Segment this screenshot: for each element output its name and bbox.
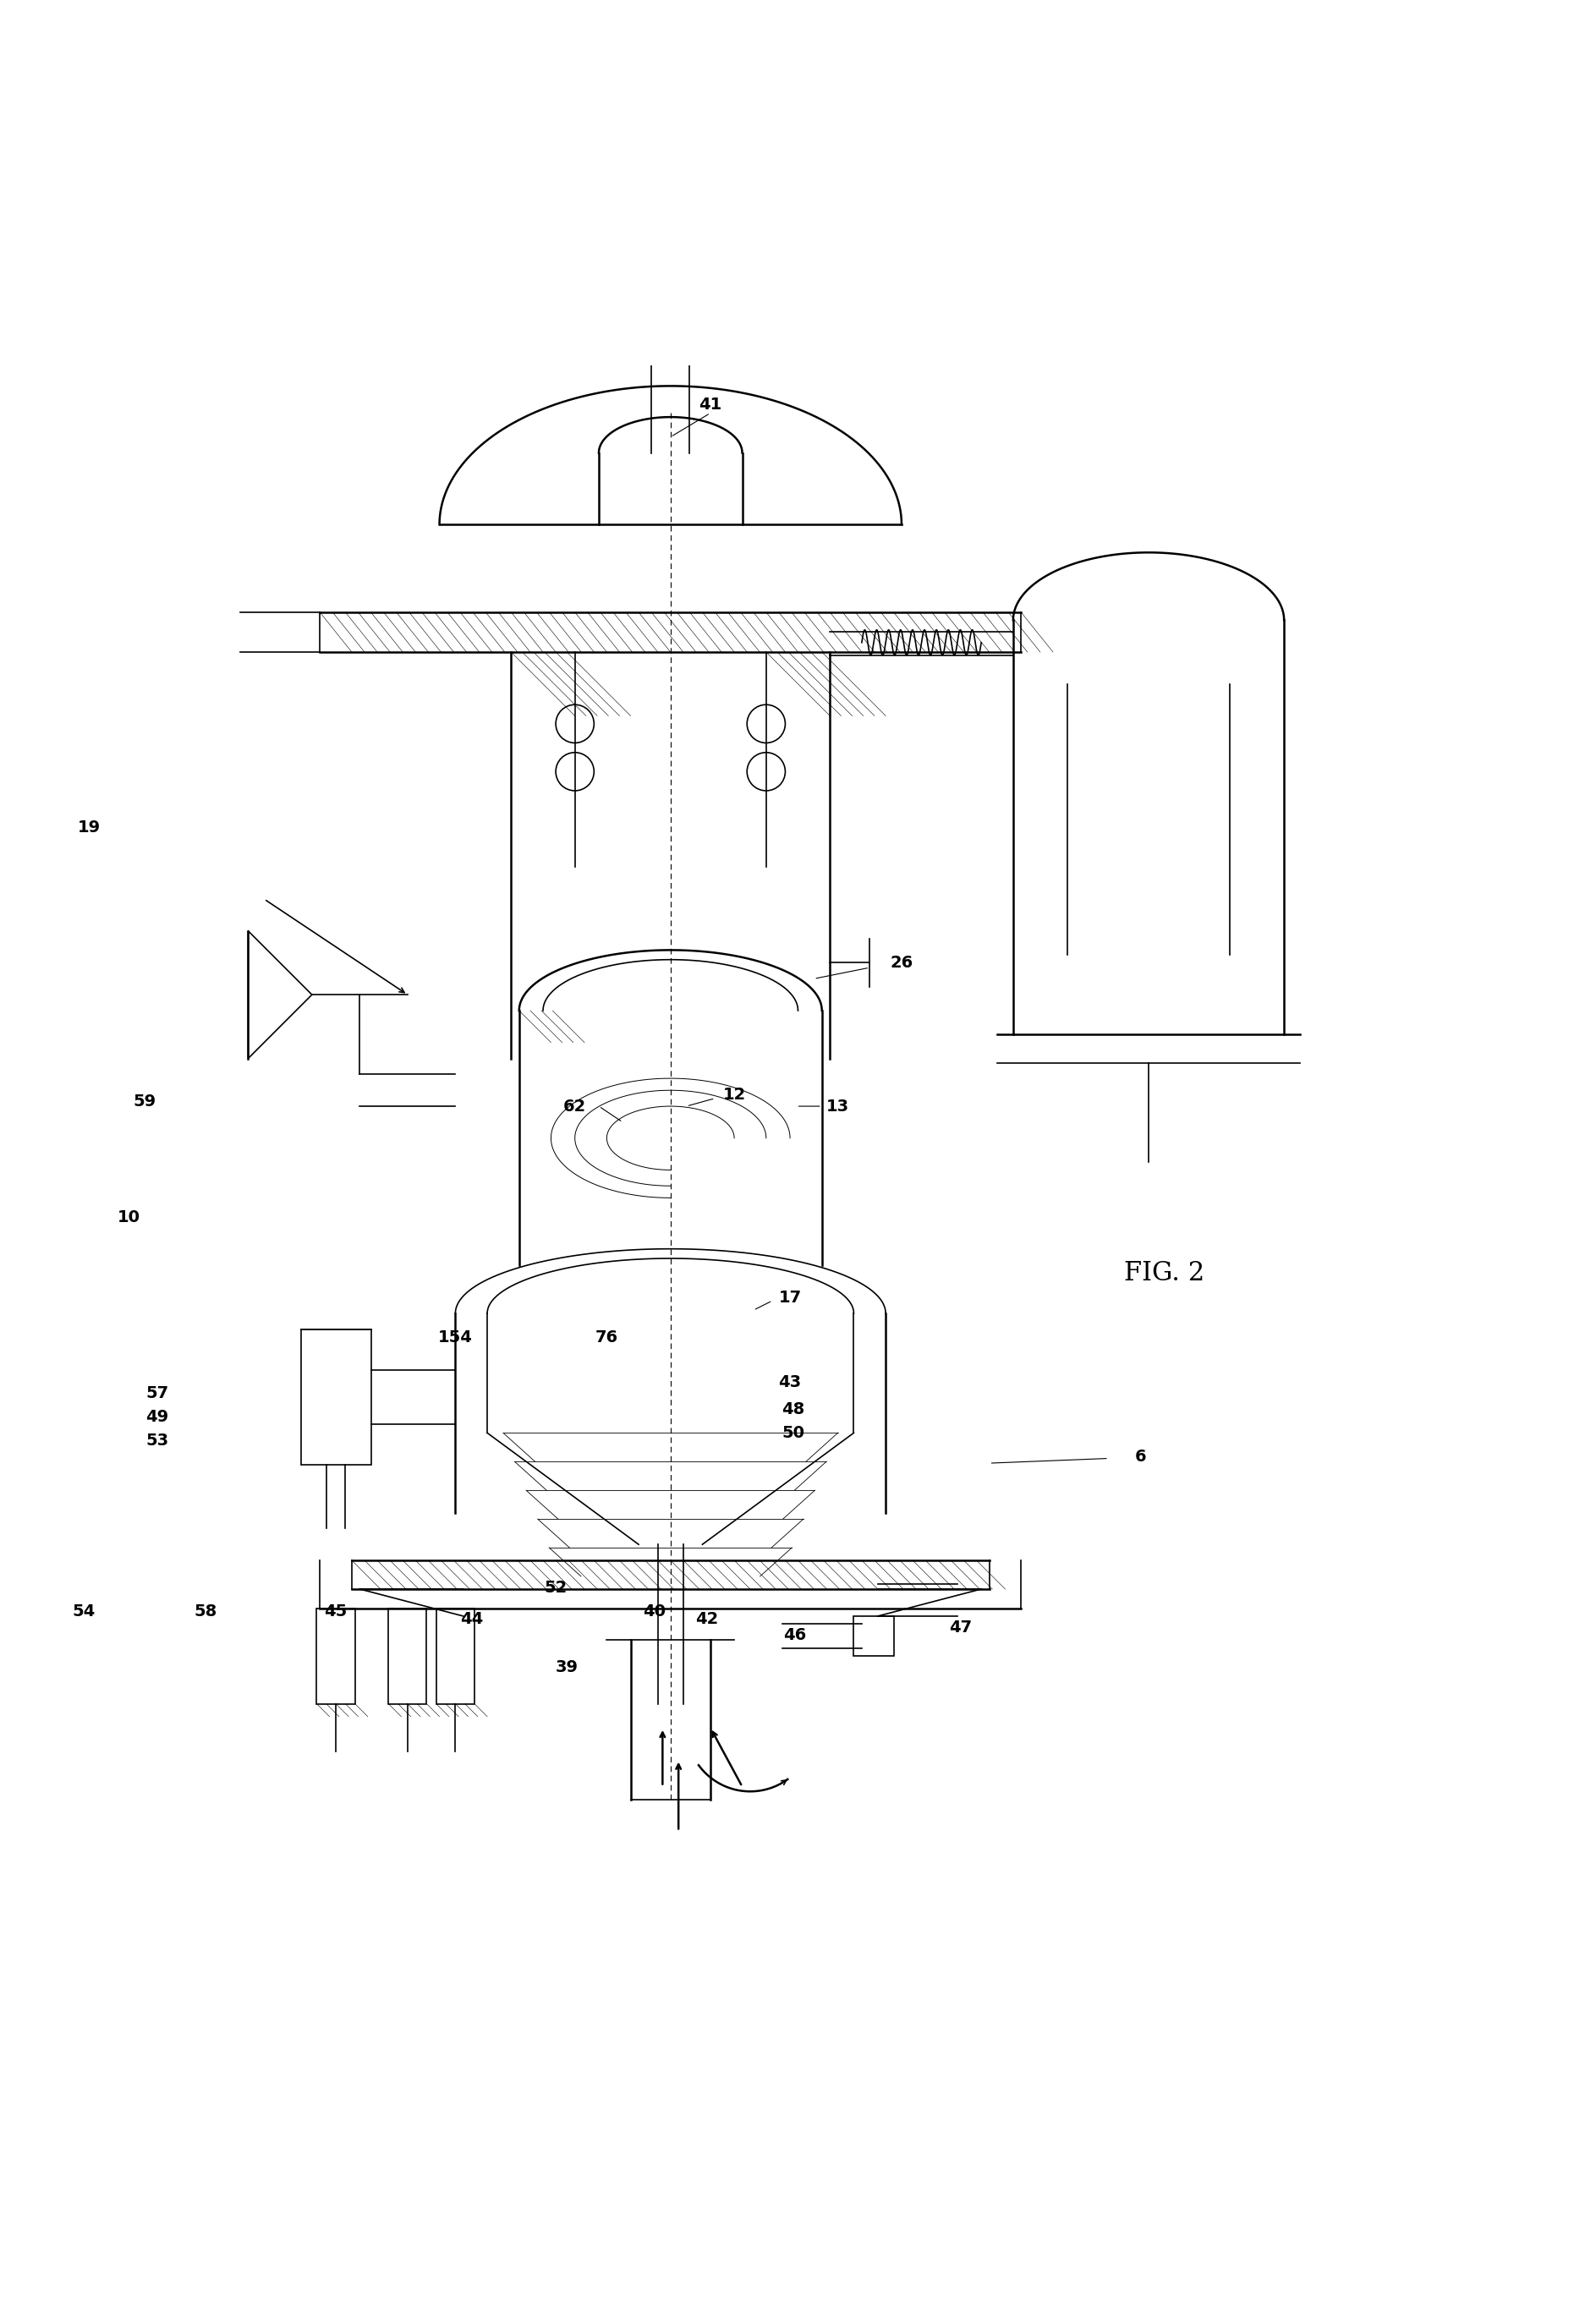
Text: 41: 41 [699, 397, 721, 414]
Text: 154: 154 [437, 1329, 472, 1346]
Text: 12: 12 [723, 1088, 745, 1104]
Text: 39: 39 [555, 1659, 578, 1676]
Text: 57: 57 [145, 1385, 169, 1401]
Text: 76: 76 [595, 1329, 618, 1346]
Text: 13: 13 [827, 1099, 849, 1113]
Text: 46: 46 [784, 1627, 806, 1643]
Bar [436, 1608, 474, 1703]
Text: 26: 26 [891, 955, 913, 971]
Bar [316, 1608, 354, 1703]
Text: FIG. 2: FIG. 2 [1124, 1260, 1205, 1287]
Text: 53: 53 [145, 1434, 169, 1448]
Text: 44: 44 [460, 1611, 484, 1627]
Text: 47: 47 [950, 1620, 972, 1636]
Text: 58: 58 [193, 1604, 217, 1620]
Text: 17: 17 [779, 1290, 801, 1306]
Text: 49: 49 [145, 1408, 169, 1425]
Bar [388, 1608, 426, 1703]
Text: 48: 48 [782, 1401, 804, 1418]
Text: 50: 50 [782, 1425, 804, 1441]
Text: 19: 19 [77, 820, 101, 834]
Text: 43: 43 [779, 1373, 801, 1390]
Bar [854, 1615, 894, 1657]
Text: 62: 62 [563, 1099, 586, 1113]
Text: 59: 59 [132, 1092, 156, 1109]
Bar [300, 1329, 370, 1464]
Text: 6: 6 [1135, 1448, 1146, 1464]
Text: 54: 54 [72, 1604, 96, 1620]
Text: 42: 42 [696, 1611, 718, 1627]
Text: 40: 40 [643, 1604, 666, 1620]
Text: 52: 52 [544, 1580, 567, 1597]
Text: 45: 45 [324, 1604, 348, 1620]
Text: 10: 10 [117, 1211, 140, 1225]
